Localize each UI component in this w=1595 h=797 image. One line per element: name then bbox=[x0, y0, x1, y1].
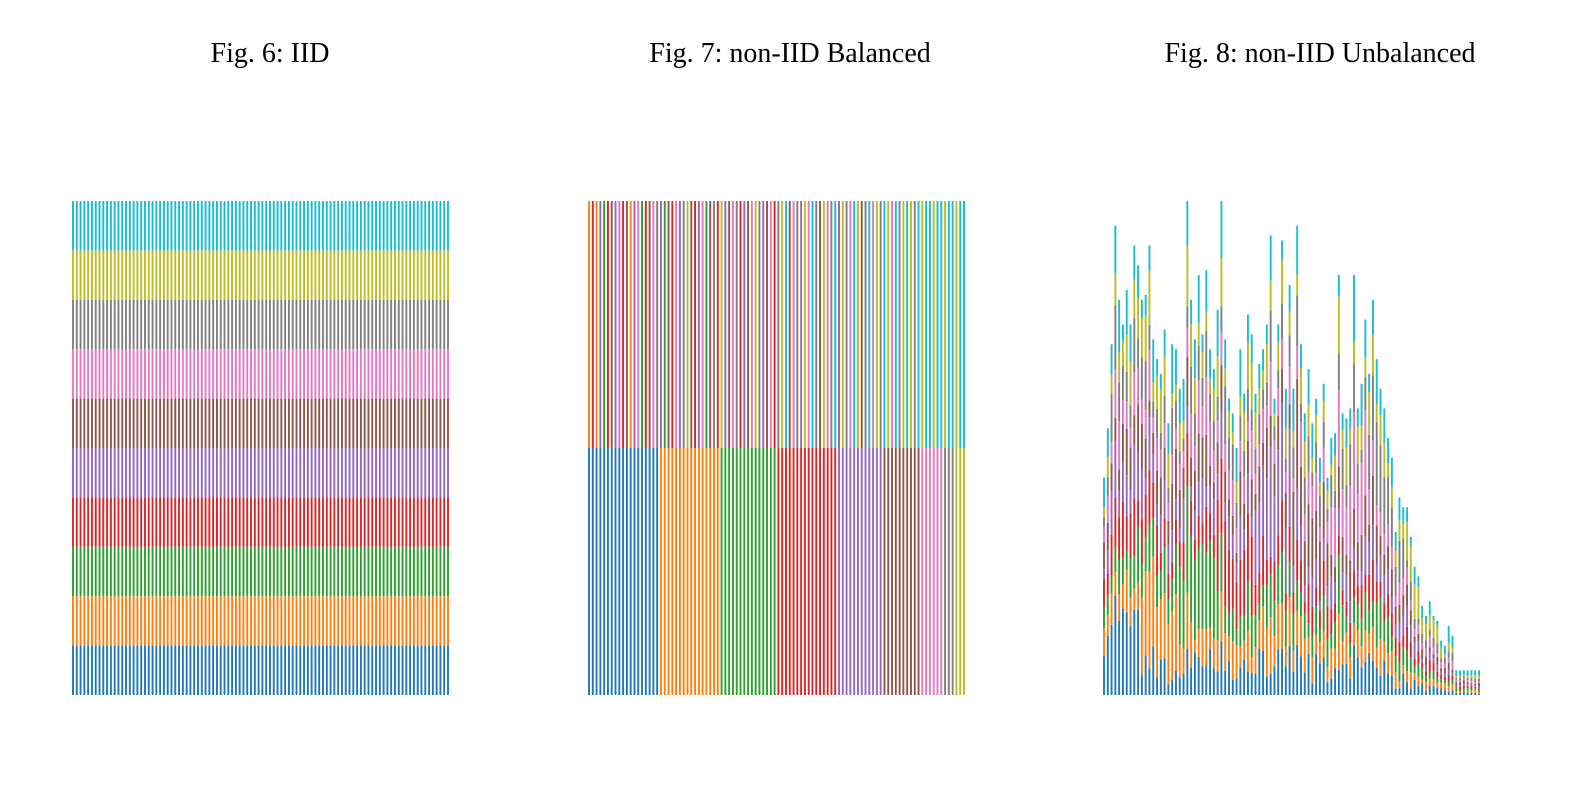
iid-stacked-bar-chart bbox=[72, 201, 449, 695]
figure-caption: Fig. 6: IID bbox=[210, 38, 330, 69]
figure-caption: Fig. 7: non-IID Balanced bbox=[649, 38, 931, 69]
figure-iid: Fig. 6: IID bbox=[40, 0, 500, 797]
non-iid-unbalanced-stacked-bar-chart bbox=[1103, 201, 1480, 695]
non-iid-balanced-stacked-bar-chart bbox=[588, 201, 965, 695]
figure-caption: Fig. 8: non-IID Unbalanced bbox=[1164, 38, 1476, 69]
figure-non-iid-balanced: Fig. 7: non-IID Balanced bbox=[560, 0, 1020, 797]
figure-non-iid-unbalanced: Fig. 8: non-IID Unbalanced bbox=[1080, 0, 1560, 797]
